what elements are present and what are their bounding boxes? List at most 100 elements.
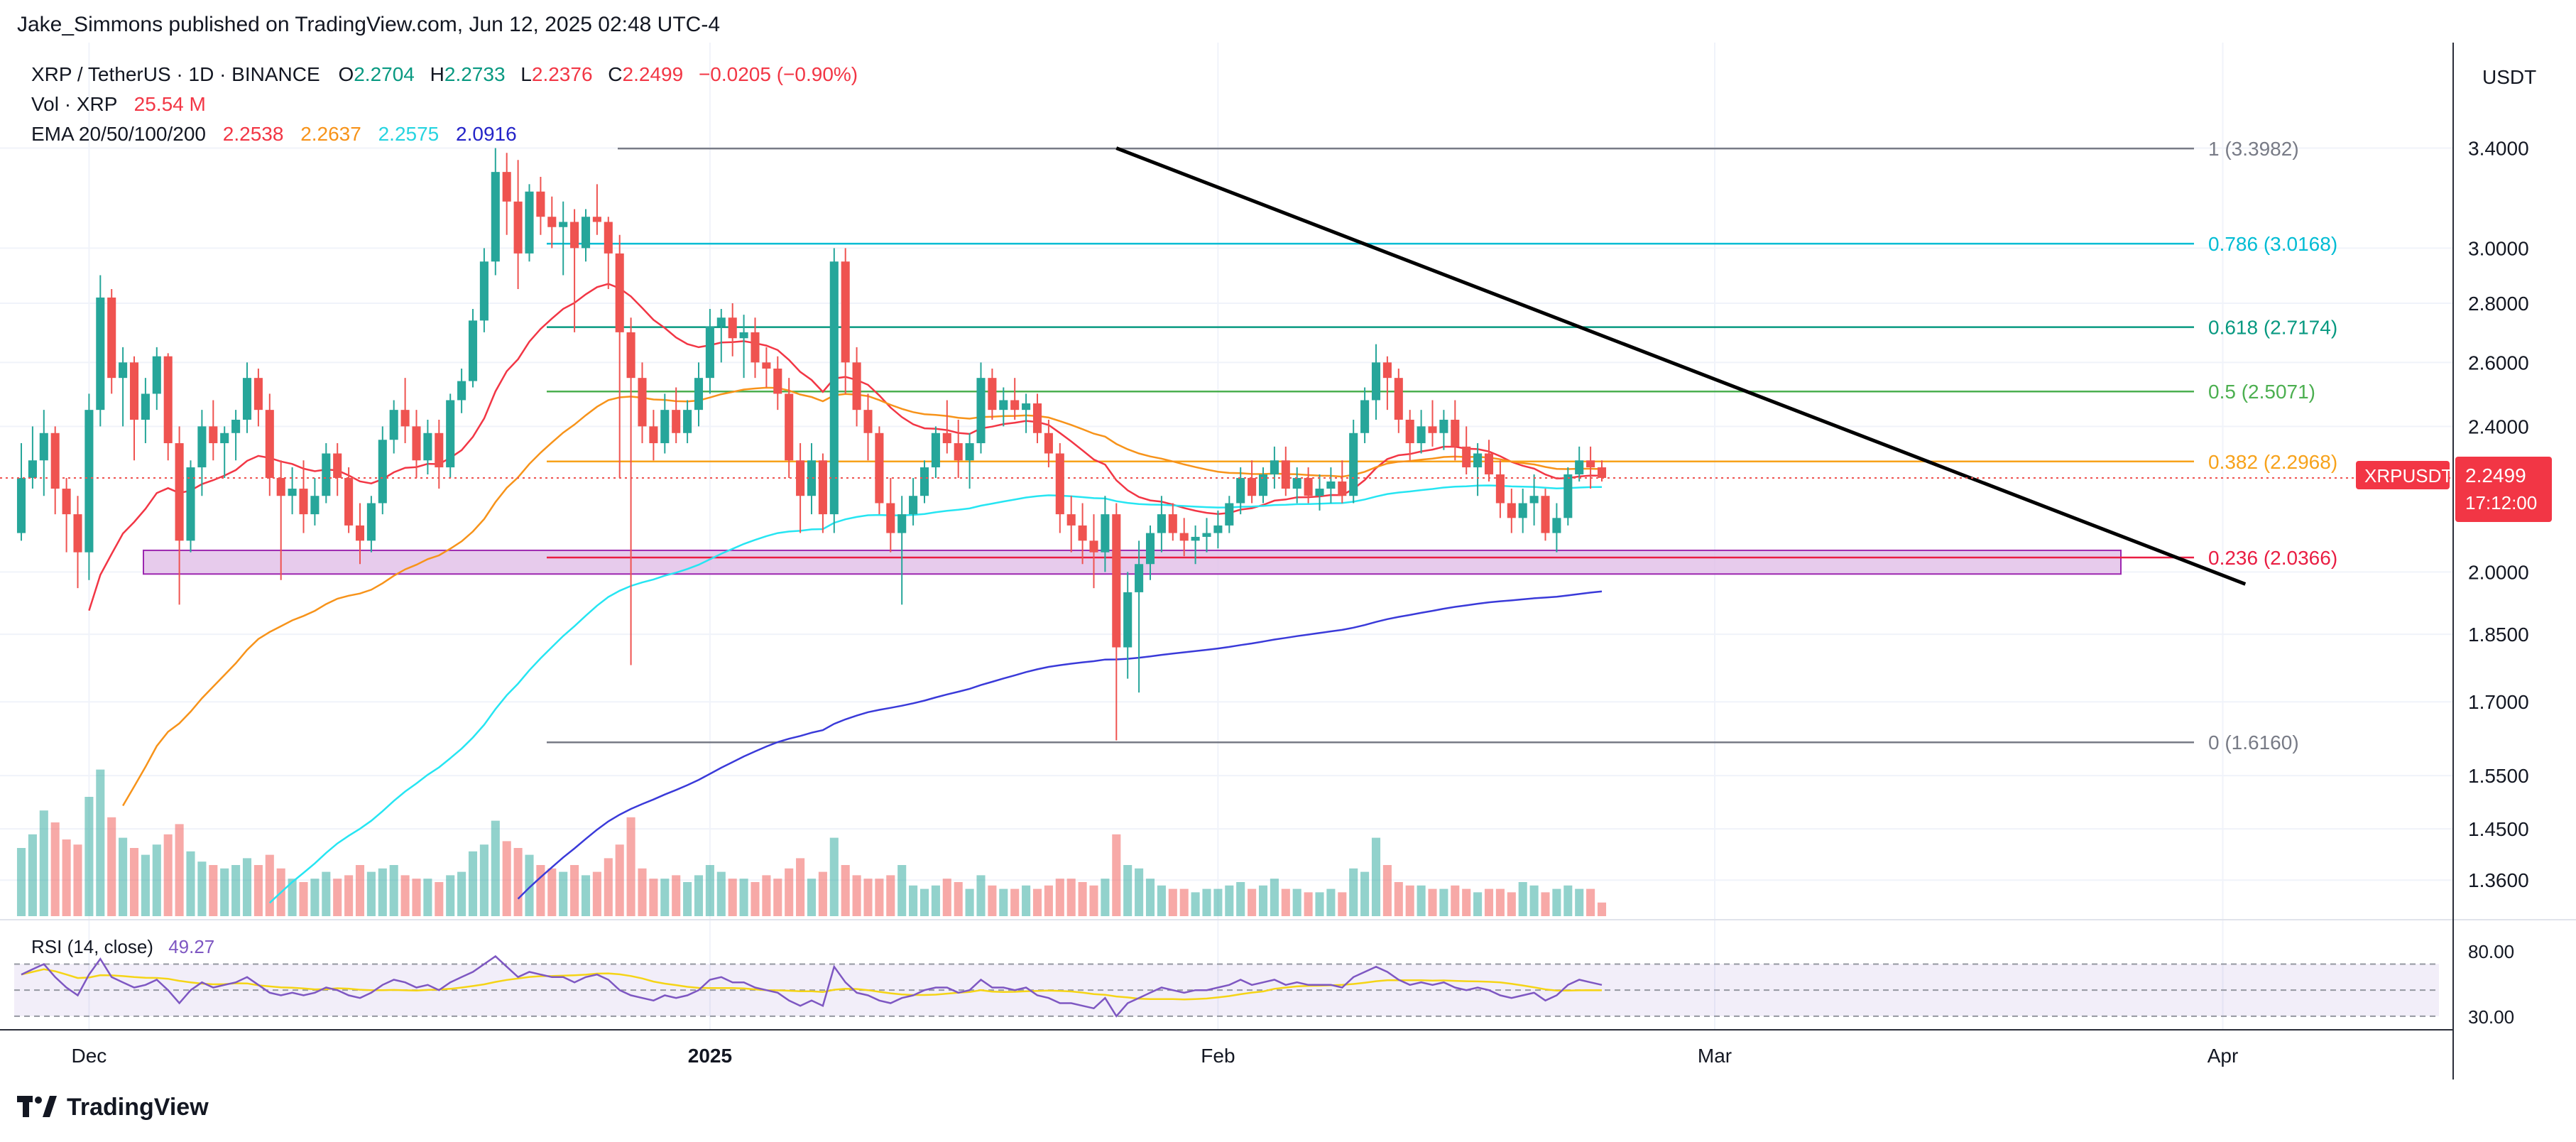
fibonacci-retracement[interactable]: 1 (3.3982) 0.786 (3.0168) 0.618 (2.7174) 0.… bbox=[547, 138, 2337, 754]
candle bbox=[209, 400, 218, 461]
candle bbox=[1101, 496, 1110, 572]
fib-level-label: 0.5 (2.5071) bbox=[2208, 381, 2315, 403]
candle bbox=[299, 460, 308, 533]
volume-histogram bbox=[16, 769, 1607, 916]
candle bbox=[1123, 572, 1133, 679]
candle-body bbox=[446, 400, 455, 468]
volume-bar bbox=[1484, 888, 1494, 916]
candle bbox=[863, 393, 873, 461]
candle bbox=[1495, 460, 1505, 518]
candle-body bbox=[683, 410, 692, 433]
time-tick-label: Dec bbox=[72, 1045, 107, 1067]
volume-bar bbox=[468, 851, 478, 916]
volume-bar bbox=[559, 871, 568, 916]
rsi-ma-line bbox=[21, 968, 1603, 1001]
legend-rsi: RSI (14, close) 49.27 bbox=[31, 936, 214, 957]
candle bbox=[119, 347, 128, 427]
candle-body bbox=[152, 356, 161, 394]
candle-body bbox=[1552, 518, 1561, 533]
volume-bar bbox=[378, 868, 387, 916]
price-tick-label: 1.8500 bbox=[2468, 624, 2529, 646]
volume-bar bbox=[751, 882, 760, 916]
currency-label[interactable]: USDT bbox=[2482, 66, 2536, 88]
candle-body bbox=[818, 460, 827, 515]
candle bbox=[1236, 467, 1245, 515]
candle-body bbox=[435, 433, 444, 468]
tradingview-brand[interactable]: TradingView bbox=[17, 1094, 209, 1121]
volume-bar bbox=[988, 885, 997, 916]
volume-bar bbox=[716, 871, 726, 916]
candle-body bbox=[1417, 426, 1426, 444]
candle-body bbox=[615, 253, 624, 332]
candle bbox=[751, 317, 760, 379]
volume-bar bbox=[1202, 888, 1211, 916]
candle bbox=[129, 356, 139, 461]
descending-trendline bbox=[1115, 146, 2247, 586]
volume-bar bbox=[457, 871, 466, 916]
candle-body bbox=[1462, 446, 1471, 468]
candle-body bbox=[785, 393, 794, 461]
candle bbox=[39, 410, 48, 496]
price-tag-countdown: 17:12:00 bbox=[2465, 492, 2537, 513]
volume-bar bbox=[796, 858, 805, 916]
candle bbox=[1326, 467, 1336, 504]
candle bbox=[1066, 496, 1076, 553]
volume-bar bbox=[683, 882, 692, 916]
rsi-tick-label: 80.00 bbox=[2468, 941, 2514, 962]
volume-bar bbox=[175, 824, 184, 916]
volume-bar bbox=[1575, 888, 1584, 916]
candle-body bbox=[457, 381, 466, 401]
candle-body bbox=[863, 410, 873, 433]
volume-bar bbox=[1338, 892, 1347, 916]
volume-bar bbox=[592, 871, 601, 916]
volume-bar bbox=[1507, 892, 1516, 916]
candle bbox=[570, 209, 579, 332]
volume-bar bbox=[197, 861, 207, 916]
trendline[interactable] bbox=[1115, 146, 2247, 586]
candle-body bbox=[536, 191, 545, 217]
candle bbox=[1394, 369, 1403, 433]
candle bbox=[1225, 496, 1234, 533]
support-zone[interactable] bbox=[143, 549, 2122, 575]
volume-bar bbox=[1518, 882, 1527, 916]
volume-bar bbox=[1179, 888, 1189, 916]
candle-body bbox=[62, 489, 71, 515]
candle-body bbox=[999, 400, 1008, 410]
candle-body bbox=[1179, 533, 1189, 541]
candle-body bbox=[694, 378, 704, 410]
candle bbox=[1089, 514, 1098, 589]
candle bbox=[728, 303, 737, 357]
volume-bar bbox=[84, 797, 94, 916]
axes: 3.4000 3.0000 2.8000 2.6000 2.4000 2.0000 1.85… bbox=[0, 43, 2529, 1080]
volume-bar bbox=[1281, 888, 1290, 916]
price-tick-label: 2.8000 bbox=[2468, 293, 2529, 315]
candle bbox=[322, 443, 331, 504]
volume-bar bbox=[1168, 888, 1177, 916]
volume-bar bbox=[762, 875, 771, 916]
volume-bar bbox=[73, 844, 82, 916]
candle-body bbox=[175, 443, 184, 541]
volume-bar bbox=[62, 839, 71, 916]
candle-body bbox=[672, 410, 681, 433]
candle bbox=[1575, 446, 1584, 482]
candle bbox=[1484, 440, 1494, 482]
candle bbox=[50, 426, 60, 515]
candle bbox=[457, 369, 466, 413]
volume-bar bbox=[1371, 837, 1381, 916]
candle-body bbox=[322, 453, 331, 496]
volume-bar bbox=[502, 841, 511, 916]
volume-bar bbox=[265, 854, 274, 916]
candle bbox=[1168, 503, 1177, 541]
volume-bar bbox=[705, 865, 714, 916]
volume-bar bbox=[615, 844, 624, 916]
candle-body bbox=[570, 222, 579, 249]
volume-bar bbox=[829, 837, 839, 916]
candle bbox=[1032, 393, 1042, 444]
candle-body bbox=[366, 503, 376, 541]
candle-body bbox=[1157, 514, 1166, 533]
candle-body bbox=[84, 410, 94, 553]
volume-bar bbox=[152, 844, 161, 916]
volume-bar bbox=[1563, 885, 1573, 916]
candle-body bbox=[28, 460, 37, 478]
